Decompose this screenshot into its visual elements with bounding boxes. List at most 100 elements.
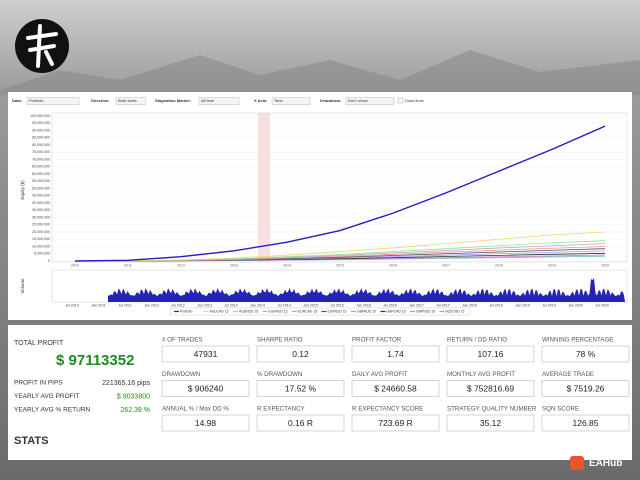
dropdown[interactable] [26, 97, 80, 105]
y-tick-label: 0 [48, 259, 50, 263]
card-label: SQN SCORE [542, 406, 579, 413]
stats-heading: STATS [14, 435, 48, 447]
volume-x-label: Jul 2020 [595, 303, 609, 307]
stat-label: YEARLY AVG PROFIT [14, 393, 79, 400]
card-label: ANNUAL % / Max DD % [162, 406, 229, 413]
x-tick-label: 2010 [71, 263, 79, 267]
dropdown-value: Both sides [118, 98, 137, 103]
card-label: DRAWDOWN [162, 371, 200, 378]
total-profit-label: TOTAL PROFIT [14, 340, 64, 347]
card-value: 35.12 [480, 418, 502, 428]
card-box [541, 345, 630, 363]
card-label: % DRAWDOWN [257, 371, 302, 378]
volume-x-label: Jul 2015 [330, 303, 344, 307]
y-tick-label: 80,000,000 [32, 143, 50, 147]
card-box [541, 414, 630, 432]
card-label: PROFIT FACTOR [352, 337, 402, 344]
volume-x-label: Jul 2019 [542, 303, 556, 307]
y-tick-label: 35,000,000 [32, 208, 50, 212]
legend-label: GBPCAD 15 [387, 309, 406, 313]
card-value: 107.16 [478, 349, 504, 359]
card-label: R EXPECTANCY SCORE [352, 406, 423, 413]
x-tick-label: 2012 [177, 263, 185, 267]
y-tick-label: 40,000,000 [32, 201, 50, 205]
y-tick-label: 45,000,000 [32, 194, 50, 198]
watermark-icon [570, 456, 584, 470]
dropdown[interactable] [198, 97, 240, 105]
checkbox-label: Draw lines [405, 98, 424, 103]
volume-x-label: Jul 2013 [224, 303, 238, 307]
x-tick-label: 2018 [495, 263, 503, 267]
dropdown-value: Portfolio [29, 98, 44, 103]
card-value: 723.69 R [378, 418, 413, 428]
card-value: $ 752816.69 [467, 383, 515, 393]
volume-x-label: Jul 2018 [489, 303, 503, 307]
dropdown-value: Time [274, 98, 284, 103]
card-label: R EXPECTANCY [257, 406, 305, 413]
legend-label: EURAUD 15 [269, 309, 288, 313]
dropdown-value: All time [201, 98, 215, 103]
card-label: DAILY AVG PROFIT [352, 371, 408, 378]
dropdown[interactable] [115, 97, 147, 105]
stat-value: 221365.16 pips [102, 380, 150, 387]
card-box [446, 345, 535, 363]
legend-label: AUDNZD 15 [239, 309, 258, 313]
volume-x-label: Jul 2012 [171, 303, 185, 307]
checkbox[interactable] [397, 97, 404, 104]
stat-value: 262.39 % [120, 407, 150, 414]
watermark: EAHub [589, 458, 622, 469]
volume-label: Volume [20, 278, 25, 294]
stat-label: YEARLY AVG % RETURN [14, 407, 91, 414]
y-tick-label: 5,000,000 [34, 252, 50, 256]
card-label: STRATEGY QUALITY NUMBER [447, 406, 537, 413]
card-value: 47931 [194, 349, 218, 359]
y-tick-label: 60,000,000 [32, 172, 50, 176]
x-tick-label: 2011 [124, 263, 132, 267]
legend-label: NZDCAD 15 [446, 309, 465, 313]
card-value: $ 7519.26 [567, 383, 605, 393]
card-label: RETURN / DD RATIO [447, 337, 507, 344]
volume-bars [108, 278, 625, 302]
x-tick-label: 2016 [389, 263, 397, 267]
toolbar-label: Drawdown: [320, 98, 342, 103]
card-box [351, 414, 440, 432]
stat-value: $ 9033800 [117, 393, 150, 400]
toolbar-label: Direction: [91, 98, 110, 103]
card-value: 14.98 [195, 418, 217, 428]
card-box [446, 380, 535, 397]
volume-x-label: Jan 2014 [250, 303, 265, 307]
card-box [541, 380, 630, 397]
card-value: 0.12 [292, 349, 309, 359]
dropdown-value: Don't show [348, 98, 368, 103]
y-tick-label: 20,000,000 [32, 230, 50, 234]
y-axis-label: Equity ($) [20, 180, 25, 200]
mountains [0, 50, 640, 95]
card-value: $ 24660.58 [374, 383, 417, 393]
card-box [351, 345, 440, 363]
card-label: AVERAGE TRADE [542, 371, 594, 378]
dropdown[interactable] [271, 97, 311, 105]
series-line [74, 125, 606, 262]
card-label: SHARPE RATIO [257, 337, 303, 344]
y-tick-label: 90,000,000 [32, 128, 50, 132]
card-value: 1.74 [387, 349, 404, 359]
legend-label: EURNZD 15 [328, 309, 347, 313]
volume-x-label: Jan 2020 [568, 303, 583, 307]
card-label: MONTHLY AVG PROFIT [447, 371, 515, 378]
card-box [161, 345, 250, 363]
volume-x-label: Jan 2015 [303, 303, 318, 307]
y-tick-label: 25,000,000 [32, 223, 50, 227]
volume-x-label: Jul 2010 [65, 303, 79, 307]
x-tick-label: 2020 [601, 263, 609, 267]
card-value: 78 % [576, 349, 596, 359]
y-tick-label: 100,000,000 [30, 114, 50, 118]
x-tick-label: 2019 [548, 263, 556, 267]
card-box [256, 345, 345, 363]
card-box [351, 380, 440, 397]
legend-label: Portfolio [180, 309, 193, 313]
card-box [446, 414, 535, 432]
y-tick-label: 70,000,000 [32, 157, 50, 161]
legend-label: AUDCAD 15 [210, 309, 229, 313]
dropdown[interactable] [345, 97, 395, 105]
